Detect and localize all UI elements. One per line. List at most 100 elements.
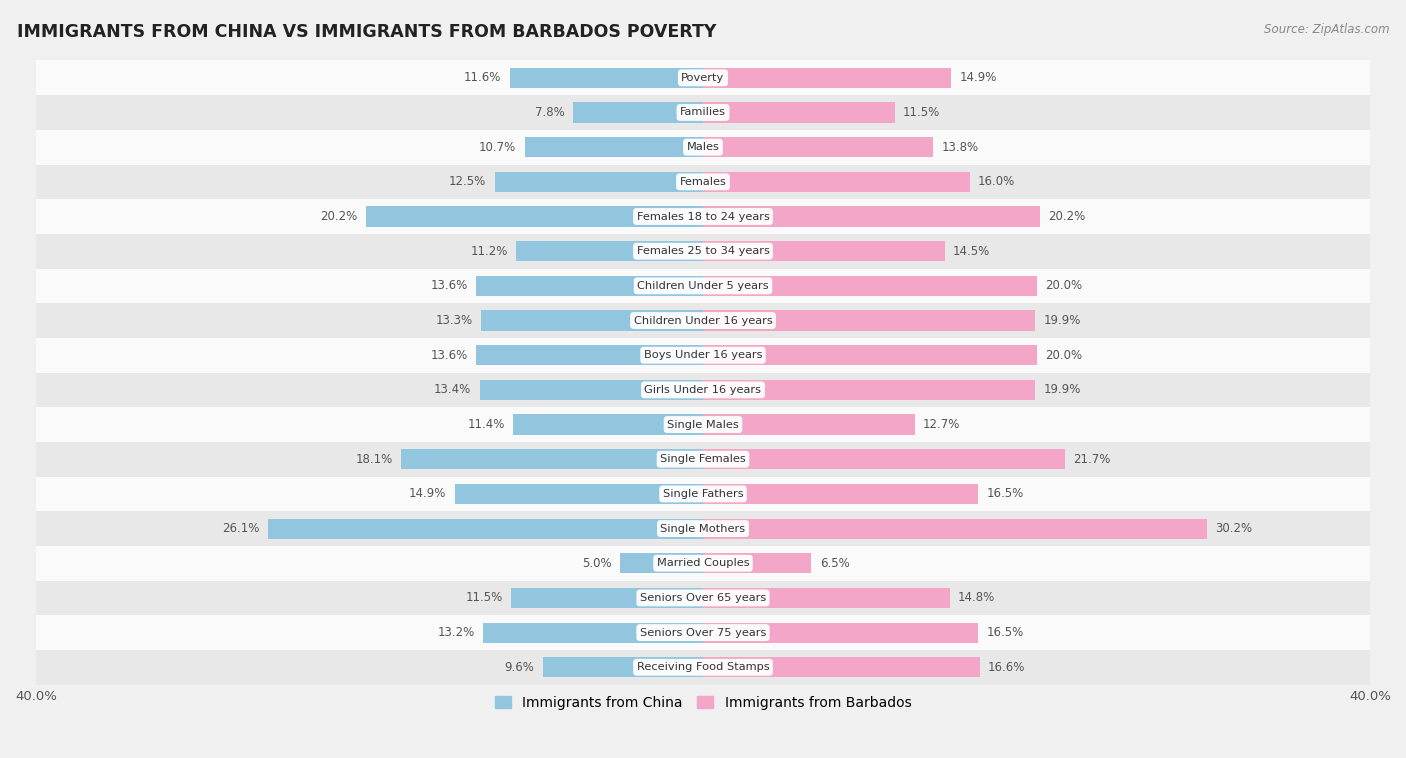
Bar	[37, 477, 1369, 511]
Text: 16.5%: 16.5%	[987, 626, 1024, 639]
Text: IMMIGRANTS FROM CHINA VS IMMIGRANTS FROM BARBADOS POVERTY: IMMIGRANTS FROM CHINA VS IMMIGRANTS FROM…	[17, 23, 716, 41]
Text: 10.7%: 10.7%	[479, 141, 516, 154]
Text: Children Under 5 years: Children Under 5 years	[637, 281, 769, 291]
Bar	[703, 553, 811, 573]
Legend: Immigrants from China, Immigrants from Barbados: Immigrants from China, Immigrants from B…	[489, 690, 917, 715]
Bar	[37, 234, 1369, 268]
Text: Single Mothers: Single Mothers	[661, 524, 745, 534]
Bar	[37, 372, 1369, 407]
Text: 20.0%: 20.0%	[1045, 280, 1083, 293]
Text: 20.0%: 20.0%	[1045, 349, 1083, 362]
Bar	[481, 311, 703, 330]
Bar	[703, 415, 915, 434]
Text: Females 18 to 24 years: Females 18 to 24 years	[637, 211, 769, 221]
Bar	[703, 518, 1206, 539]
Bar	[37, 650, 1369, 684]
Bar	[477, 345, 703, 365]
Text: 14.9%: 14.9%	[409, 487, 446, 500]
Bar	[477, 276, 703, 296]
Text: 18.1%: 18.1%	[356, 453, 392, 465]
Text: 26.1%: 26.1%	[222, 522, 259, 535]
Text: 12.7%: 12.7%	[924, 418, 960, 431]
Text: Single Males: Single Males	[666, 419, 740, 430]
Bar	[37, 546, 1369, 581]
Text: 30.2%: 30.2%	[1215, 522, 1253, 535]
Bar	[267, 518, 703, 539]
Text: Seniors Over 65 years: Seniors Over 65 years	[640, 593, 766, 603]
Text: Boys Under 16 years: Boys Under 16 years	[644, 350, 762, 360]
Text: 5.0%: 5.0%	[582, 556, 612, 570]
Text: 13.2%: 13.2%	[437, 626, 475, 639]
Text: Single Females: Single Females	[661, 454, 745, 464]
Bar	[37, 268, 1369, 303]
Bar	[37, 511, 1369, 546]
Bar	[482, 622, 703, 643]
Text: 20.2%: 20.2%	[321, 210, 357, 223]
Bar	[37, 407, 1369, 442]
Bar	[516, 241, 703, 262]
Bar	[703, 588, 950, 608]
Bar	[703, 657, 980, 678]
Bar	[572, 102, 703, 123]
Bar	[37, 442, 1369, 477]
Bar	[37, 615, 1369, 650]
Bar	[524, 137, 703, 157]
Text: 21.7%: 21.7%	[1073, 453, 1111, 465]
Text: 14.8%: 14.8%	[957, 591, 995, 604]
Bar	[543, 657, 703, 678]
Text: 14.5%: 14.5%	[953, 245, 990, 258]
Text: 20.2%: 20.2%	[1049, 210, 1085, 223]
Bar	[703, 206, 1040, 227]
Text: 6.5%: 6.5%	[820, 556, 849, 570]
Bar	[703, 241, 945, 262]
Text: Children Under 16 years: Children Under 16 years	[634, 315, 772, 325]
Bar	[703, 380, 1035, 400]
Bar	[512, 588, 703, 608]
Bar	[495, 172, 703, 192]
Bar	[703, 311, 1035, 330]
Text: 13.3%: 13.3%	[436, 314, 472, 327]
Bar	[37, 338, 1369, 372]
Text: Poverty: Poverty	[682, 73, 724, 83]
Text: Married Couples: Married Couples	[657, 558, 749, 568]
Text: Families: Families	[681, 108, 725, 117]
Bar	[509, 67, 703, 88]
Bar	[513, 415, 703, 434]
Text: 11.6%: 11.6%	[464, 71, 501, 84]
Text: 12.5%: 12.5%	[449, 175, 486, 188]
Text: 11.4%: 11.4%	[467, 418, 505, 431]
Bar	[37, 61, 1369, 96]
Bar	[454, 484, 703, 504]
Text: 14.9%: 14.9%	[960, 71, 997, 84]
Bar	[703, 172, 970, 192]
Text: 16.5%: 16.5%	[987, 487, 1024, 500]
Text: Source: ZipAtlas.com: Source: ZipAtlas.com	[1264, 23, 1389, 36]
Bar	[703, 102, 894, 123]
Bar	[37, 164, 1369, 199]
Bar	[703, 345, 1036, 365]
Bar	[703, 622, 979, 643]
Text: Females 25 to 34 years: Females 25 to 34 years	[637, 246, 769, 256]
Bar	[703, 484, 979, 504]
Bar	[366, 206, 703, 227]
Text: Girls Under 16 years: Girls Under 16 years	[644, 385, 762, 395]
Bar	[37, 130, 1369, 164]
Text: 13.6%: 13.6%	[430, 280, 468, 293]
Bar	[37, 96, 1369, 130]
Bar	[401, 449, 703, 469]
Text: 9.6%: 9.6%	[505, 661, 534, 674]
Text: Females: Females	[679, 177, 727, 186]
Text: Single Fathers: Single Fathers	[662, 489, 744, 499]
Text: 16.6%: 16.6%	[988, 661, 1025, 674]
Text: 13.4%: 13.4%	[434, 384, 471, 396]
Bar	[703, 276, 1036, 296]
Text: 19.9%: 19.9%	[1043, 314, 1081, 327]
Text: 11.5%: 11.5%	[903, 106, 941, 119]
Bar	[703, 67, 952, 88]
Text: 7.8%: 7.8%	[534, 106, 565, 119]
Bar	[620, 553, 703, 573]
Text: 13.8%: 13.8%	[942, 141, 979, 154]
Text: Males: Males	[686, 143, 720, 152]
Text: 11.5%: 11.5%	[465, 591, 503, 604]
Bar	[479, 380, 703, 400]
